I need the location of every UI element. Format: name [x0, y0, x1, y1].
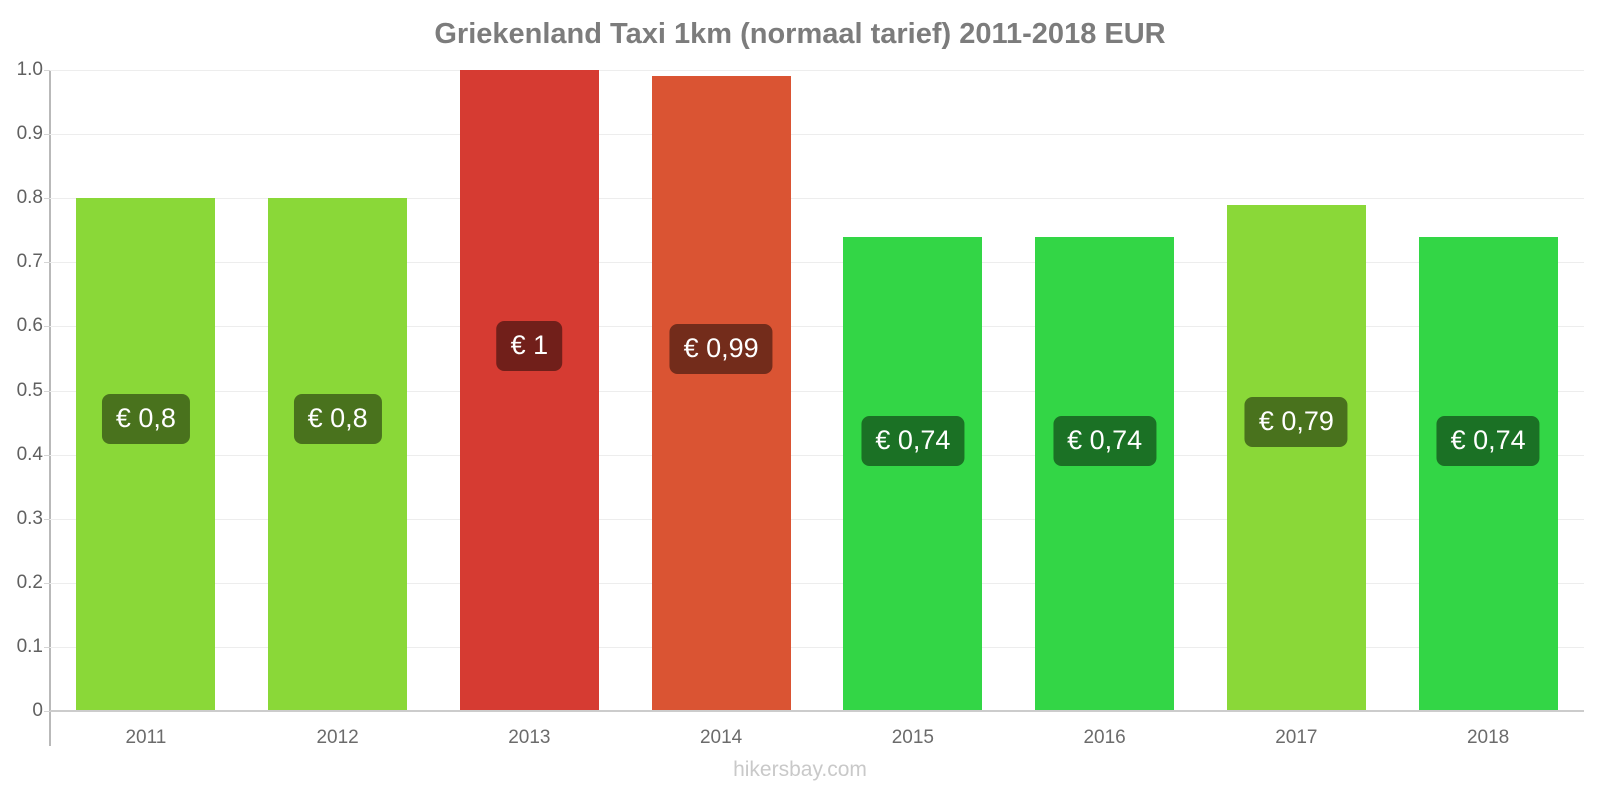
y-tick-mark	[44, 454, 50, 456]
x-tick-label: 2012	[316, 727, 359, 748]
y-tick-mark	[44, 390, 50, 392]
y-tick-label: 0.9	[16, 123, 43, 145]
bar-value-badge: € 0,74	[1053, 415, 1157, 466]
x-tick-label: 2017	[1275, 727, 1318, 748]
bar-2011: € 0,8	[76, 198, 216, 711]
gridline	[50, 518, 1584, 520]
bar-2018: € 0,74	[1418, 236, 1558, 711]
bar-value-badge: € 0,8	[293, 393, 382, 444]
plot-area: € 0,8 € 0,8 € 1 € 0,99 € 0,74 € 0,74 € 0,79 € 0…	[50, 70, 1584, 711]
y-tick-mark	[44, 326, 50, 328]
y-tick-label: 1.0	[16, 59, 43, 80]
gridline	[50, 582, 1584, 584]
bar-2013: € 1	[459, 70, 599, 711]
x-tick-label: 2016	[1083, 727, 1126, 748]
x-tick-label: 2018	[1466, 727, 1510, 748]
y-tick-mark	[44, 646, 50, 648]
y-tick-mark	[44, 70, 50, 71]
gridline	[50, 198, 1584, 200]
bar-value-badge: € 0,74	[1436, 415, 1540, 466]
y-tick-label: 0.8	[16, 187, 43, 209]
bar-value-badge: € 0,8	[101, 393, 190, 444]
y-tick-label: 0.1	[16, 635, 43, 657]
y-tick-mark	[44, 198, 50, 200]
watermark: hikersbay.com	[733, 758, 867, 781]
x-tick-label: 2011	[125, 727, 167, 748]
x-tick-label: 2013	[508, 727, 551, 748]
y-tick-mark	[44, 518, 50, 520]
bar-2017: € 0,79	[1226, 204, 1366, 711]
gridline	[50, 646, 1584, 648]
y-tick-label: 0.7	[16, 251, 43, 273]
bar-2016: € 0,74	[1035, 236, 1175, 711]
gridline	[50, 262, 1584, 264]
x-tick-label: 2015	[891, 727, 935, 748]
x-axis-line	[50, 710, 1584, 712]
bar-value-badge: € 0,79	[1244, 397, 1348, 448]
y-tick-mark	[44, 711, 50, 712]
bar-value-badge: € 1	[496, 320, 563, 371]
y-tick-label: 0.6	[16, 315, 43, 337]
y-tick-label: 0.2	[16, 571, 43, 593]
y-axis-line	[49, 70, 51, 746]
chart-title: Griekenland Taxi 1km (normaal tarief) 20…	[434, 18, 1166, 50]
y-tick-label: 0.3	[16, 507, 43, 529]
y-tick-label: 0	[32, 700, 43, 721]
gridline	[50, 454, 1584, 456]
gridline	[50, 134, 1584, 136]
bar-2015: € 0,74	[843, 236, 983, 711]
bar-2012: € 0,8	[268, 198, 408, 711]
y-tick-mark	[44, 134, 50, 136]
bar-value-badge: € 0,99	[669, 324, 773, 375]
y-tick-label: 0.5	[16, 379, 43, 401]
y-tick-mark	[44, 582, 50, 584]
gridline	[50, 70, 1584, 71]
bar-2014: € 0,99	[651, 76, 791, 711]
y-tick-mark	[44, 262, 50, 264]
y-tick-label: 0.4	[16, 443, 43, 465]
bar-value-badge: € 0,74	[861, 415, 965, 466]
x-tick-label: 2014	[699, 727, 743, 748]
gridline	[50, 326, 1584, 328]
gridline	[50, 390, 1584, 392]
